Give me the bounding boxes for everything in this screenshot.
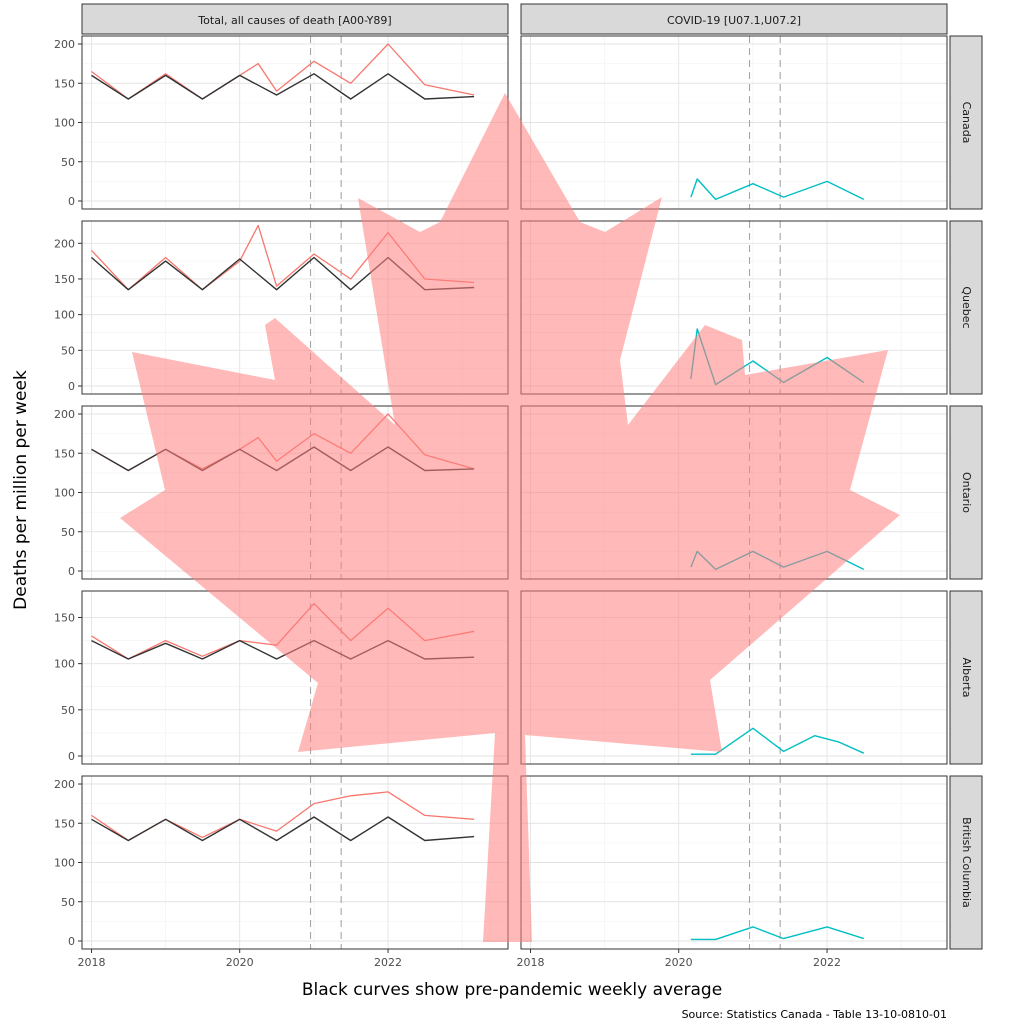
y-axis-title: Deaths per million per week: [11, 370, 31, 610]
y-tick-label: 50: [61, 704, 75, 717]
y-tick-label: 100: [54, 309, 75, 322]
x-tick-label: 2020: [665, 956, 693, 969]
strip-total: Total, all causes of death [A00-Y89]: [81, 3, 509, 35]
baseline-average-line: [91, 816, 475, 842]
y-tick-label: 100: [54, 658, 75, 671]
panel-canada-covid: [520, 35, 948, 210]
y-tick-label: 50: [61, 156, 75, 169]
strip-row-british-columbia: British Columbia: [949, 775, 983, 950]
y-tick-label: 150: [54, 77, 75, 90]
covid-deaths-line: [690, 178, 865, 201]
strip-row-ontario: Ontario: [949, 405, 983, 580]
strip-label: COVID-19 [U07.1,U07.2]: [667, 14, 801, 27]
y-tick-label: 150: [54, 447, 75, 460]
y-tick-label: 50: [61, 896, 75, 909]
row-label: British Columbia: [960, 817, 973, 908]
covid-deaths-line: [690, 926, 865, 941]
x-axis-title: Black curves show pre-pandemic weekly av…: [302, 980, 722, 1000]
y-tick-label: 150: [54, 817, 75, 830]
row-label: Ontario: [960, 472, 973, 513]
strip-row-alberta: Alberta: [949, 590, 983, 765]
y-tick-label: 100: [54, 117, 75, 130]
covid-deaths-line: [690, 328, 865, 386]
strip-covid: COVID-19 [U07.1,U07.2]: [520, 3, 948, 35]
y-tick-label: 200: [54, 38, 75, 51]
y-tick-label: 200: [54, 778, 75, 791]
panel-canada-total: [81, 35, 509, 210]
covid-deaths-line: [690, 727, 865, 755]
x-tick-label: 2022: [374, 956, 402, 969]
y-tick-label: 100: [54, 487, 75, 500]
x-tick-label: 2018: [78, 956, 106, 969]
y-tick-label: 50: [61, 344, 75, 357]
x-tick-label: 2020: [226, 956, 254, 969]
y-tick-label: 0: [68, 195, 75, 208]
row-label: Alberta: [960, 658, 973, 698]
panel-british-columbia-total: [81, 775, 509, 950]
y-tick-label: 150: [54, 611, 75, 624]
y-tick-label: 0: [68, 380, 75, 393]
panel-british-columbia-covid: [520, 775, 948, 950]
source-caption: Source: Statistics Canada - Table 13-10-…: [682, 1008, 947, 1021]
x-tick-label: 2018: [517, 956, 545, 969]
strip-row-quebec: Quebec: [949, 220, 983, 395]
baseline-average-line: [91, 73, 475, 100]
x-tick-label: 2022: [813, 956, 841, 969]
y-tick-label: 200: [54, 408, 75, 421]
y-tick-label: 50: [61, 526, 75, 539]
maple-leaf-watermark: [120, 93, 900, 942]
y-tick-label: 200: [54, 237, 75, 250]
labels-layer: Deaths per million per week Black curves…: [11, 370, 947, 1021]
y-tick-label: 150: [54, 273, 75, 286]
row-label: Quebec: [960, 286, 973, 328]
y-tick-label: 100: [54, 857, 75, 870]
strip-row-canada: Canada: [949, 35, 983, 210]
row-label: Canada: [960, 102, 973, 144]
strip-label: Total, all causes of death [A00-Y89]: [197, 14, 391, 27]
y-tick-label: 0: [68, 750, 75, 763]
observed-deaths-line: [91, 43, 475, 100]
y-tick-label: 0: [68, 565, 75, 578]
y-tick-label: 0: [68, 935, 75, 948]
